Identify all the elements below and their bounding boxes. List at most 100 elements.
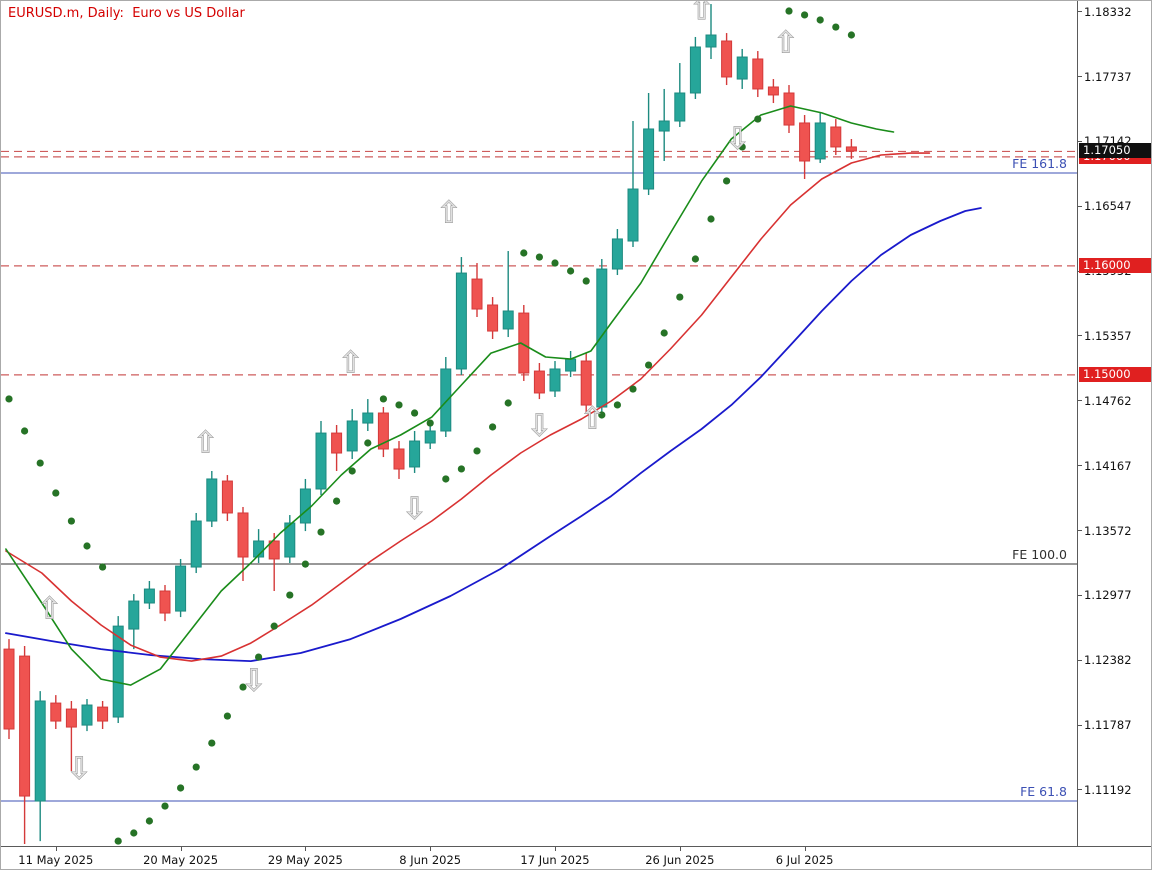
price-axis-tick	[1078, 335, 1082, 337]
candle-body	[237, 512, 249, 558]
sar-dot	[348, 467, 356, 475]
price-axis-label: 1.12382	[1084, 653, 1132, 668]
signal-down-arrow-icon: ⇩	[241, 664, 266, 699]
candle-body	[830, 126, 842, 148]
price-axis-tick	[1078, 724, 1082, 726]
sar-dot	[99, 563, 107, 571]
candle-body	[362, 412, 374, 424]
signal-up-arrow-icon: ⇧	[338, 345, 363, 380]
price-axis-tick	[1078, 205, 1082, 207]
sar-dot	[723, 177, 731, 185]
sar-dot	[457, 465, 465, 473]
price-axis-label: 1.14762	[1084, 393, 1132, 408]
signal-up-arrow-icon: ⇧	[193, 425, 218, 460]
candle-body	[611, 238, 623, 270]
slow-ma-blue	[5, 207, 982, 662]
candle-body	[533, 370, 545, 394]
sar-dot	[504, 399, 512, 407]
sar-dot	[707, 215, 715, 223]
sar-dot	[67, 517, 75, 525]
candle-body	[845, 146, 857, 152]
time-axis-tick	[430, 847, 432, 851]
sar-dot	[551, 259, 559, 267]
price-axis-label: 1.15357	[1084, 328, 1132, 343]
sar-dot	[489, 423, 497, 431]
sar-dot	[145, 817, 153, 825]
candle-body	[502, 310, 514, 330]
sar-dot	[582, 277, 590, 285]
price-axis[interactable]: 1.183321.177371.171421.165471.159521.153…	[1077, 1, 1151, 846]
sar-dot	[223, 712, 231, 720]
candle-body	[627, 188, 639, 242]
candle-body	[455, 272, 467, 370]
price-axis-label: 1.13572	[1084, 523, 1132, 538]
sar-dot	[286, 591, 294, 599]
candle-body	[3, 648, 15, 730]
sar-dot	[379, 395, 387, 403]
sar-dot	[442, 475, 450, 483]
sar-dot	[301, 560, 309, 568]
sar-dot	[816, 16, 824, 24]
sar-dot	[5, 395, 13, 403]
time-axis[interactable]: 11 May 2025 20 May 2025 29 May 2025 8 Jun 2…	[1, 846, 1151, 869]
candle-body	[783, 92, 795, 126]
price-axis-tick	[1078, 659, 1082, 661]
price-axis-label: 1.14167	[1084, 458, 1132, 473]
candle-body	[377, 412, 389, 450]
signal-up-arrow-icon: ⇧	[773, 25, 798, 60]
candle-body	[175, 565, 187, 612]
candle-body	[206, 478, 218, 522]
fib-level-label: FE 161.8	[1012, 156, 1067, 171]
sar-dot	[411, 409, 419, 417]
sar-dot	[114, 837, 122, 845]
candle-body	[65, 708, 77, 728]
price-axis-tick	[1078, 530, 1082, 532]
sar-dot	[255, 653, 263, 661]
sar-dot	[333, 497, 341, 505]
signal-down-arrow-icon: ⇩	[402, 491, 427, 526]
chart-canvas[interactable]: FE 161.8 FE 100.0 FE 61.8 ⇧ ⇩ ⇧ ⇩ ⇧ ⇩ ⇧ ⇩ ⇧ ⇧ ⇩ ⇧	[1, 1, 1077, 846]
candle-body	[565, 358, 577, 372]
sar-dot	[520, 249, 528, 257]
candle-body	[97, 706, 109, 722]
price-axis-tick	[1078, 76, 1082, 78]
candle-body	[643, 128, 655, 190]
sar-dot	[52, 489, 60, 497]
price-badge: 1.15000	[1079, 366, 1151, 382]
candle-body	[549, 368, 561, 392]
candle-body	[596, 268, 608, 408]
sar-dot	[645, 361, 653, 369]
candle-body	[112, 625, 124, 718]
sar-dot	[21, 427, 29, 435]
signal-down-arrow-icon: ⇩	[725, 121, 750, 156]
sar-dot	[317, 528, 325, 536]
sar-dot	[130, 829, 138, 837]
time-axis-label: 26 Jun 2025	[645, 853, 715, 867]
price-axis-label: 1.11787	[1084, 718, 1132, 733]
candle-body	[674, 92, 686, 122]
candle-body	[299, 488, 311, 524]
candle-body	[689, 46, 701, 94]
sar-dot	[598, 411, 606, 419]
candle-body	[424, 430, 436, 444]
price-axis-label: 1.11192	[1084, 782, 1132, 797]
time-axis-label: 11 May 2025	[18, 853, 94, 867]
time-axis-tick	[679, 847, 681, 851]
signal-down-arrow-icon: ⇩	[527, 408, 552, 443]
price-axis-tick	[1078, 140, 1082, 142]
sar-dot	[567, 267, 575, 275]
sar-dot	[691, 255, 700, 263]
signal-down-arrow-icon: ⇩	[67, 752, 92, 787]
sar-dot	[426, 419, 434, 427]
signal-up-arrow-icon: ⇧	[580, 402, 605, 437]
time-axis-label: 6 Jul 2025	[775, 853, 834, 867]
candle-body	[721, 40, 733, 78]
time-axis-tick	[180, 847, 182, 851]
fib-level-label: FE 100.0	[1012, 547, 1067, 562]
sar-dot	[754, 115, 762, 123]
sar-dot	[364, 439, 372, 447]
candle-body	[658, 120, 670, 132]
sar-dot	[192, 763, 200, 771]
candle-body	[799, 122, 811, 162]
signal-up-arrow-icon: ⇧	[37, 592, 62, 627]
